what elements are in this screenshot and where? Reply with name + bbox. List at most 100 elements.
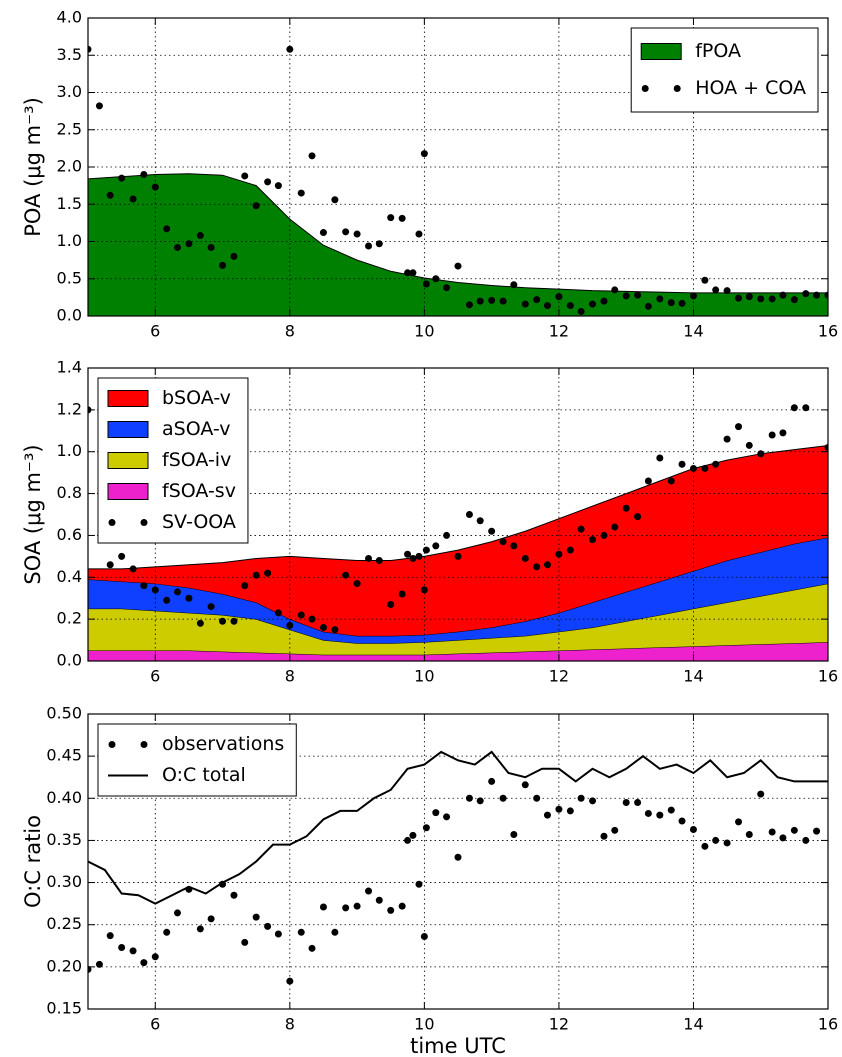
point — [790, 826, 798, 834]
point — [88, 45, 92, 53]
point — [173, 588, 181, 596]
point — [163, 928, 171, 936]
point — [790, 404, 798, 412]
point — [252, 913, 260, 921]
point — [241, 938, 249, 946]
point — [712, 286, 720, 294]
y-tick-label: 0.15 — [46, 999, 82, 1018]
point — [308, 615, 316, 623]
point — [678, 460, 686, 468]
point — [230, 891, 238, 899]
legend-label: O:C total — [162, 764, 246, 786]
point — [533, 563, 541, 571]
point — [499, 297, 507, 305]
point — [185, 594, 193, 602]
legend-label: HOA + COA — [695, 77, 806, 99]
point — [264, 569, 272, 577]
point — [611, 286, 619, 294]
point — [622, 799, 630, 806]
point — [802, 290, 810, 298]
y-tick-label: 0.0 — [57, 306, 82, 325]
legend-label: fPOA — [695, 40, 741, 62]
point — [488, 527, 496, 535]
point — [689, 292, 697, 300]
point — [163, 225, 171, 233]
point — [768, 431, 776, 439]
point — [264, 178, 272, 186]
point — [140, 170, 148, 178]
y-tick-label: 2.0 — [57, 157, 82, 176]
plot-area — [88, 45, 828, 316]
point — [365, 887, 373, 895]
point — [656, 295, 664, 303]
point — [476, 797, 484, 805]
point — [656, 454, 664, 462]
point — [543, 561, 551, 569]
point — [689, 825, 697, 833]
point — [723, 287, 731, 295]
point — [589, 300, 597, 308]
point — [409, 554, 417, 562]
point — [454, 552, 462, 560]
point — [196, 619, 204, 627]
y-tick-label: 1.0 — [57, 441, 82, 460]
legend: bSOA-v aSOA-v fSOA-iv fSOA-sv SV-OOA — [97, 377, 249, 544]
x-tick-label: 14 — [683, 322, 703, 341]
point — [297, 928, 305, 936]
point — [634, 799, 642, 806]
point — [476, 297, 484, 305]
point — [757, 295, 765, 303]
point — [140, 959, 148, 967]
point — [375, 896, 383, 904]
point — [510, 831, 518, 839]
y-tick-label: 1.0 — [57, 231, 82, 250]
y-tick-label: 0.40 — [46, 788, 82, 807]
point — [319, 624, 327, 632]
point — [813, 291, 821, 299]
point — [106, 932, 114, 940]
point — [600, 531, 608, 539]
point — [723, 839, 731, 847]
point — [488, 296, 496, 304]
y-tick-label: 0.4 — [57, 567, 82, 586]
legend-label: observations — [162, 733, 284, 755]
point — [207, 915, 215, 923]
point — [129, 195, 137, 203]
point — [667, 477, 675, 485]
point — [353, 230, 361, 238]
x-axis-label: time UTC — [410, 1034, 506, 1057]
point — [723, 435, 731, 443]
x-tick-label: 16 — [818, 322, 838, 341]
point — [375, 557, 383, 565]
point — [589, 797, 597, 805]
point — [555, 293, 563, 301]
point — [241, 172, 249, 180]
point — [342, 904, 350, 912]
point — [308, 944, 316, 952]
point — [432, 809, 440, 817]
point — [577, 308, 585, 316]
y-axis-label: O:C ratio — [21, 815, 45, 908]
point — [454, 853, 462, 861]
point — [422, 546, 430, 554]
point — [667, 806, 675, 814]
legend-label: aSOA-v — [162, 418, 231, 440]
point — [252, 571, 260, 579]
point — [510, 281, 518, 289]
point — [297, 611, 305, 619]
legend-label: bSOA-v — [162, 387, 231, 409]
point — [779, 291, 787, 299]
area-fill — [88, 173, 828, 316]
point — [118, 943, 126, 951]
area-fill — [88, 642, 828, 661]
point — [600, 832, 608, 840]
point — [600, 297, 608, 305]
point — [264, 922, 272, 930]
point — [768, 295, 776, 303]
y-tick-label: 1.4 — [57, 358, 82, 377]
point — [409, 269, 417, 277]
area-fill — [88, 583, 828, 655]
legend-dot — [108, 741, 116, 748]
point — [404, 269, 412, 277]
point — [274, 609, 282, 617]
